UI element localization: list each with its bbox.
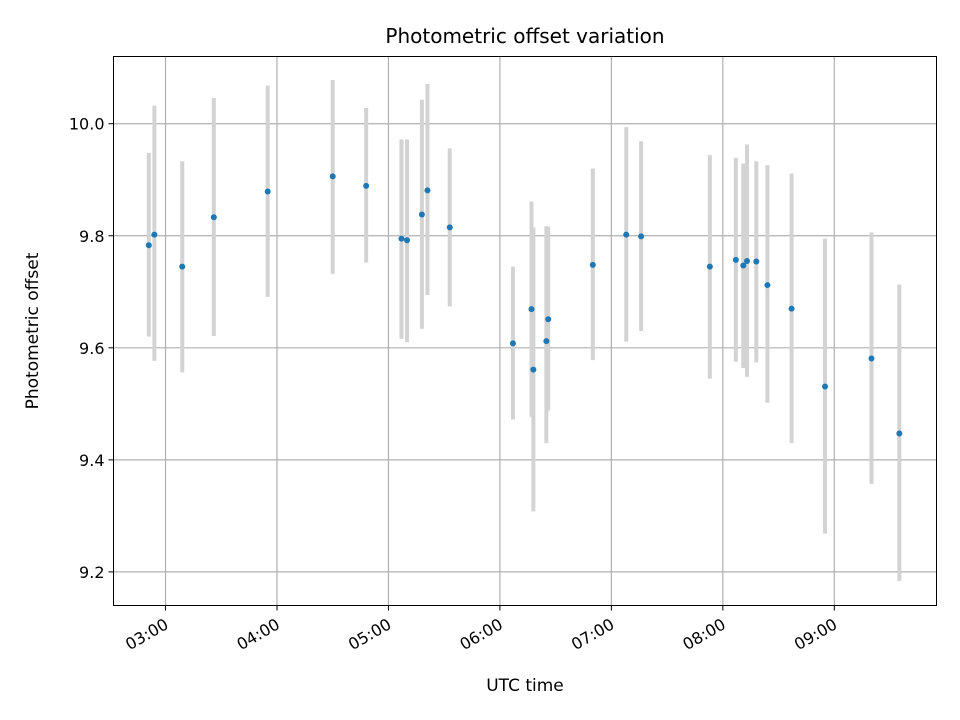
- data-point: [398, 235, 405, 242]
- y-tick-label: 9.4: [79, 451, 104, 470]
- data-point: [418, 211, 425, 218]
- data-point: [210, 214, 217, 221]
- data-point: [638, 233, 645, 240]
- data-point: [151, 231, 158, 238]
- plot-frame: [113, 56, 937, 606]
- y-tick-label: 10.0: [69, 115, 105, 134]
- data-point: [329, 173, 336, 180]
- data-point: [528, 306, 535, 313]
- data-point: [446, 224, 453, 231]
- data-point: [744, 257, 751, 264]
- data-point: [530, 366, 537, 373]
- data-point: [753, 258, 760, 265]
- y-tick-label: 9.8: [79, 227, 104, 246]
- data-point: [822, 383, 829, 390]
- data-point: [509, 340, 516, 347]
- data-points: [145, 173, 903, 437]
- data-point: [788, 305, 795, 312]
- x-axis-label: UTC time: [486, 676, 564, 696]
- y-tick-label: 9.2: [79, 563, 104, 582]
- data-point: [764, 282, 771, 289]
- y-tick-label: 9.6: [79, 339, 104, 358]
- data-point: [404, 237, 411, 244]
- data-point: [896, 430, 903, 437]
- data-point: [545, 316, 552, 323]
- y-axis-label: Photometric offset: [23, 252, 43, 409]
- data-point: [732, 256, 739, 263]
- data-point: [868, 355, 875, 362]
- y-axis-ticks: 9.2 9.4 9.6 9.8 10.0: [69, 115, 114, 582]
- chart-title: Photometric offset variation: [385, 24, 664, 48]
- data-point: [740, 262, 747, 269]
- data-point: [264, 188, 271, 195]
- data-point: [543, 338, 550, 345]
- data-point: [363, 182, 370, 189]
- data-point: [179, 263, 186, 270]
- data-point: [706, 263, 713, 270]
- data-point: [145, 242, 152, 249]
- data-point: [623, 231, 630, 238]
- grid: [113, 56, 937, 606]
- data-point: [424, 187, 431, 194]
- data-point: [589, 261, 596, 268]
